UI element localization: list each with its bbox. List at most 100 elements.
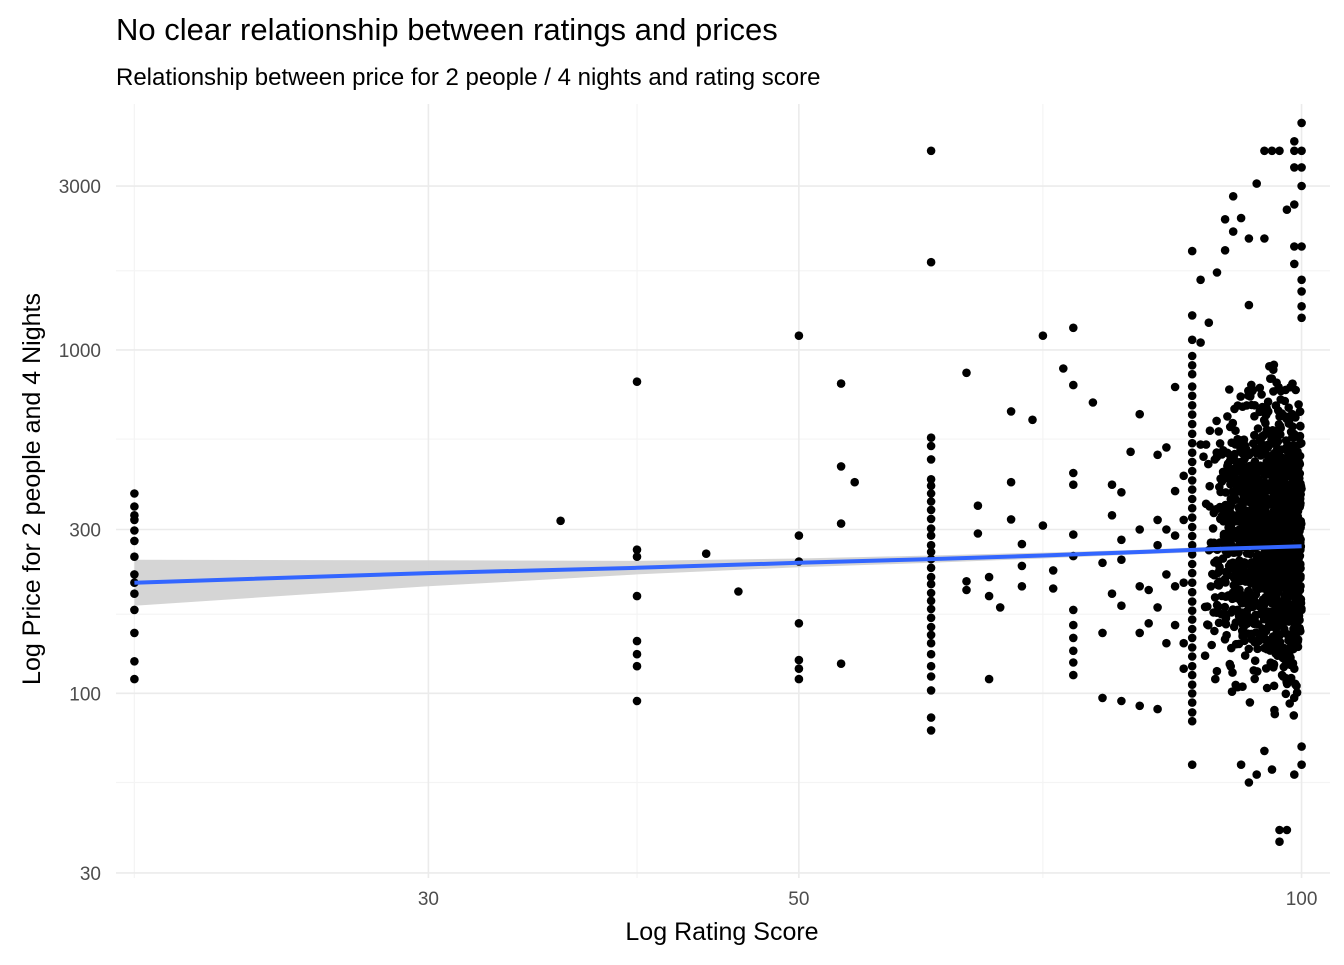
- data-point: [794, 674, 804, 684]
- data-point: [1135, 628, 1144, 638]
- data-point: [1252, 444, 1261, 454]
- data-point: [1246, 476, 1255, 485]
- data-point: [1250, 656, 1260, 665]
- data-point: [701, 549, 711, 558]
- data-point: [1215, 502, 1225, 512]
- data-point: [130, 570, 139, 579]
- data-point: [1282, 825, 1292, 835]
- data-point: [1289, 600, 1299, 609]
- data-point: [926, 531, 936, 540]
- data-point: [1214, 618, 1224, 628]
- data-point: [1280, 527, 1289, 536]
- data-point: [1237, 460, 1246, 470]
- data-point: [1290, 137, 1299, 146]
- data-point: [1196, 338, 1205, 347]
- data-point: [1208, 524, 1218, 533]
- data-point: [1297, 118, 1306, 128]
- data-point: [1255, 601, 1264, 610]
- data-point: [926, 524, 936, 533]
- data-point: [1028, 415, 1037, 425]
- data-point: [1283, 592, 1293, 601]
- data-point: [1266, 459, 1275, 468]
- data-point: [1266, 570, 1275, 580]
- data-point: [1278, 572, 1288, 581]
- data-point: [984, 591, 994, 601]
- data-point: [1187, 351, 1197, 361]
- data-point: [1179, 664, 1188, 673]
- x-tick-label: 100: [1286, 889, 1318, 910]
- data-point: [1225, 422, 1235, 432]
- data-point: [1153, 450, 1162, 460]
- data-point: [1269, 681, 1279, 691]
- data-point: [1220, 215, 1230, 224]
- data-point: [1291, 627, 1300, 637]
- data-point: [1269, 489, 1279, 499]
- data-point: [1069, 620, 1078, 630]
- data-point: [1239, 499, 1248, 508]
- data-point: [1246, 491, 1255, 501]
- data-point: [1297, 605, 1306, 615]
- data-point: [962, 585, 971, 595]
- data-point: [1254, 529, 1263, 538]
- data-point: [926, 146, 936, 156]
- data-point: [1277, 409, 1287, 418]
- data-point: [1296, 571, 1305, 581]
- data-point: [926, 588, 936, 598]
- data-point: [984, 674, 994, 684]
- data-point: [632, 696, 642, 706]
- data-point: [926, 596, 936, 606]
- data-point: [1290, 242, 1299, 251]
- data-point: [1069, 633, 1078, 643]
- data-point: [1207, 640, 1216, 650]
- data-point: [926, 455, 936, 464]
- confidence-band-layer: [134, 543, 1302, 606]
- data-point: [926, 604, 936, 614]
- data-point: [1220, 535, 1230, 545]
- data-point: [1170, 582, 1180, 591]
- data-point: [1187, 410, 1197, 419]
- data-point: [1295, 407, 1305, 417]
- data-point: [926, 475, 936, 484]
- data-point: [926, 638, 936, 648]
- data-point: [1215, 439, 1225, 448]
- data-point: [1266, 579, 1275, 588]
- data-point: [1231, 476, 1241, 485]
- data-point: [1107, 589, 1117, 598]
- data-point: [1289, 511, 1298, 521]
- data-point: [1273, 453, 1283, 463]
- data-point: [1107, 511, 1117, 520]
- data-point: [1255, 505, 1264, 515]
- data-point: [1199, 452, 1208, 462]
- data-point: [926, 649, 936, 659]
- y-tick-label: 3000: [59, 177, 101, 198]
- data-point: [1153, 515, 1162, 525]
- data-point: [1245, 698, 1255, 707]
- data-point: [130, 515, 139, 525]
- data-point: [1272, 644, 1281, 654]
- confidence-band: [134, 543, 1302, 606]
- data-point: [1290, 163, 1299, 172]
- data-point: [1252, 179, 1261, 188]
- data-point: [130, 526, 139, 535]
- data-point: [1210, 626, 1219, 636]
- data-point: [1187, 401, 1197, 410]
- data-point: [1269, 467, 1278, 477]
- data-point: [1275, 146, 1284, 156]
- data-point: [1187, 466, 1197, 476]
- data-point: [1297, 163, 1306, 172]
- data-point: [1289, 693, 1299, 703]
- trend-line: [134, 544, 1302, 585]
- data-point: [1263, 594, 1272, 604]
- data-point: [926, 489, 936, 498]
- data-point: [1259, 415, 1269, 425]
- data-point: [1187, 680, 1197, 689]
- data-point: [1088, 398, 1098, 407]
- data-point: [1187, 597, 1197, 606]
- data-point: [1262, 683, 1272, 693]
- data-point: [926, 661, 936, 671]
- data-point: [962, 577, 971, 586]
- data-point: [1257, 390, 1266, 399]
- data-point: [1293, 481, 1302, 490]
- data-point: [973, 501, 983, 511]
- data-point: [1135, 409, 1144, 419]
